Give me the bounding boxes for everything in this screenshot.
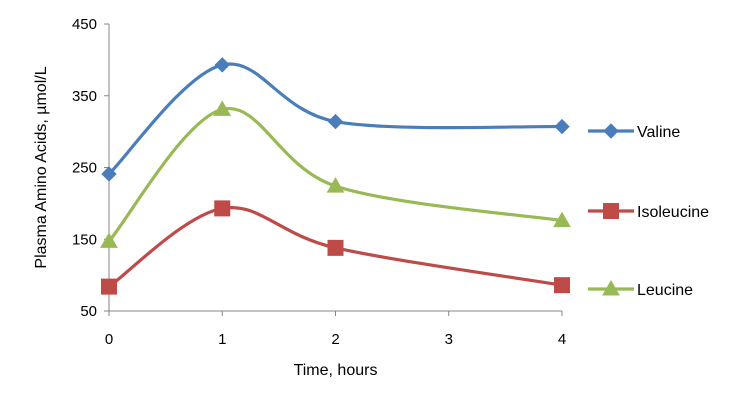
data-point-isoleucine xyxy=(327,239,344,256)
legend: Valine Isoleucine Leucine xyxy=(588,123,709,299)
series-isoleucine xyxy=(101,200,570,295)
x-axis: 0 1 2 3 4 xyxy=(105,311,566,348)
y-axis: 450 350 250 150 50 xyxy=(72,16,109,320)
x-axis-title: Time, hours xyxy=(294,362,378,379)
series-line-valine xyxy=(107,62,564,176)
data-point-valine xyxy=(214,57,230,73)
legend-label: Leucine xyxy=(637,282,693,299)
legend-marker xyxy=(603,203,619,219)
y-tick-label: 350 xyxy=(72,88,97,105)
x-tick-label: 0 xyxy=(105,331,113,348)
data-point-leucine xyxy=(100,232,118,248)
legend-valine: Valine xyxy=(588,123,680,141)
series-leucine xyxy=(100,100,571,248)
x-tick-label: 2 xyxy=(331,331,339,348)
x-tick-label: 4 xyxy=(558,331,566,348)
data-point-isoleucine xyxy=(101,278,117,295)
y-tick-label: 50 xyxy=(80,303,97,320)
legend-isoleucine: Isoleucine xyxy=(588,203,709,221)
legend-marker xyxy=(602,279,620,296)
series-valine xyxy=(101,57,570,182)
y-tick-label: 150 xyxy=(72,231,97,248)
series-layer xyxy=(100,57,571,295)
legend-label: Valine xyxy=(637,124,680,141)
data-point-leucine xyxy=(213,100,232,116)
legend-label: Isoleucine xyxy=(637,204,709,221)
y-tick-label: 450 xyxy=(72,16,97,33)
y-tick-label: 250 xyxy=(72,160,97,177)
data-point-valine xyxy=(327,113,344,130)
data-point-isoleucine xyxy=(214,200,231,217)
legend-leucine: Leucine xyxy=(588,279,693,299)
data-point-leucine xyxy=(326,177,345,193)
data-point-valine xyxy=(554,118,570,135)
x-tick-label: 3 xyxy=(445,331,453,348)
data-point-isoleucine xyxy=(554,277,570,294)
series-line-leucine xyxy=(107,106,564,244)
data-point-leucine xyxy=(553,211,571,228)
legend-marker xyxy=(603,123,619,139)
series-line-isoleucine xyxy=(107,205,564,289)
y-axis-title: Plasma Amino Acids, µmol/L xyxy=(33,66,50,268)
x-tick-label: 1 xyxy=(218,331,226,348)
data-point-valine xyxy=(101,166,117,182)
